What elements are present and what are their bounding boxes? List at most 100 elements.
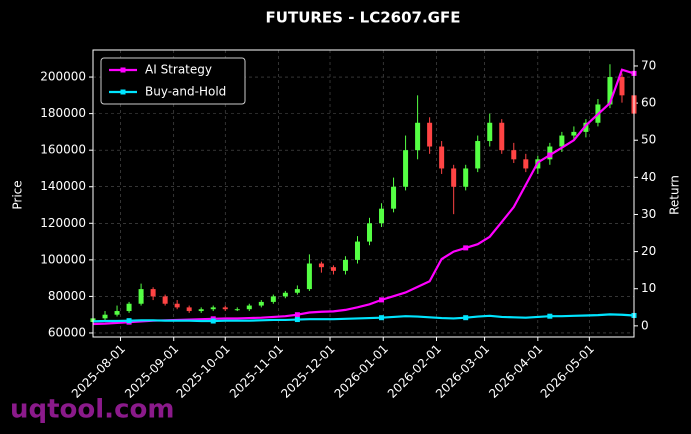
candle <box>475 135 481 173</box>
candle <box>174 300 180 310</box>
candle-body <box>318 263 324 268</box>
candle-body <box>270 296 276 302</box>
legend-label: AI Strategy <box>145 63 212 77</box>
y-tick-label: 100000 <box>40 252 86 266</box>
candle-body <box>403 150 409 187</box>
y-tick-label: 120000 <box>40 216 86 230</box>
candle-body <box>379 208 385 224</box>
return-line <box>92 313 635 323</box>
candle-body <box>571 131 577 136</box>
candle <box>318 261 324 273</box>
candle-body <box>391 186 397 209</box>
y-tick-label: 60000 <box>48 325 86 339</box>
candle <box>138 283 144 306</box>
line-marker <box>294 312 300 318</box>
y-tick-label: 180000 <box>40 106 86 120</box>
candle-body <box>198 309 204 312</box>
candle-body <box>246 305 252 310</box>
candle-body <box>511 150 517 160</box>
candle-body <box>342 259 348 271</box>
candle <box>487 113 493 147</box>
candle <box>282 290 288 299</box>
line-marker <box>379 297 385 303</box>
candle-body <box>258 301 264 306</box>
candle-body <box>523 159 529 169</box>
candle-body <box>294 289 300 293</box>
candle-body <box>463 168 469 187</box>
line-marker <box>547 313 553 319</box>
y2-tick-label: 20 <box>641 244 656 258</box>
candle-body <box>415 122 421 151</box>
candle <box>367 217 373 246</box>
candle-body <box>451 168 457 187</box>
candle-body <box>162 296 168 304</box>
candle <box>294 285 300 295</box>
candle-body <box>367 223 373 242</box>
candle <box>186 305 192 313</box>
y-tick-label: 160000 <box>40 143 86 157</box>
candle <box>246 303 252 312</box>
legend: AI Strategy Buy-and-Hold <box>100 57 246 105</box>
y2-tick-label: 70 <box>641 58 656 72</box>
candle-body <box>475 141 481 169</box>
candle <box>126 301 132 313</box>
y2-tick-label: 30 <box>641 207 656 221</box>
line-marker <box>547 152 553 158</box>
candle <box>222 305 228 312</box>
candle-body <box>607 77 613 105</box>
y2-tick-label: 50 <box>641 133 656 147</box>
candle <box>234 307 240 312</box>
candle-body <box>126 303 132 312</box>
candle-body <box>306 263 312 290</box>
candle <box>306 254 312 291</box>
line-marker <box>210 318 216 324</box>
candle-body <box>354 241 360 260</box>
candle <box>354 236 360 264</box>
candle <box>499 119 505 154</box>
candle <box>427 117 433 154</box>
candle-body <box>222 307 228 310</box>
candle <box>330 265 336 275</box>
candle-body <box>487 122 493 142</box>
candle <box>162 294 168 306</box>
candle <box>451 164 457 215</box>
line-marker <box>126 318 132 324</box>
candle <box>415 95 421 160</box>
y2-tick-label: 40 <box>641 170 656 184</box>
y-axis-label: Price <box>11 180 25 209</box>
candle <box>391 177 397 213</box>
candle <box>619 73 625 103</box>
candle-body <box>619 77 625 96</box>
candle-body <box>427 122 433 147</box>
candle <box>270 294 276 304</box>
y2-tick-label: 10 <box>641 281 656 295</box>
candle <box>523 153 529 173</box>
candle-body <box>439 146 445 169</box>
line-marker <box>463 315 469 321</box>
candle <box>511 142 517 163</box>
candle-body <box>234 309 240 311</box>
candle <box>114 305 120 317</box>
candle <box>210 305 216 312</box>
candle <box>150 287 156 301</box>
candle <box>439 141 445 174</box>
candle-body <box>102 314 108 319</box>
candle-body <box>138 289 144 304</box>
y-tick-label: 80000 <box>48 289 86 303</box>
candle <box>379 203 385 227</box>
chart-title: FUTURES - LC2607.GFE <box>266 9 461 27</box>
y2-tick-label: 60 <box>641 96 656 110</box>
candle <box>258 300 264 308</box>
y-tick-label: 200000 <box>40 70 86 84</box>
candle <box>198 307 204 313</box>
candle <box>463 164 469 191</box>
candle-body <box>114 311 120 315</box>
y2-tick-label: 0 <box>641 318 649 332</box>
watermark: uqtool.com <box>10 395 174 425</box>
plot-frame <box>92 49 635 338</box>
candle-body <box>330 267 336 271</box>
candle-body <box>186 307 192 312</box>
candle <box>583 119 589 138</box>
line-marker <box>463 245 469 251</box>
